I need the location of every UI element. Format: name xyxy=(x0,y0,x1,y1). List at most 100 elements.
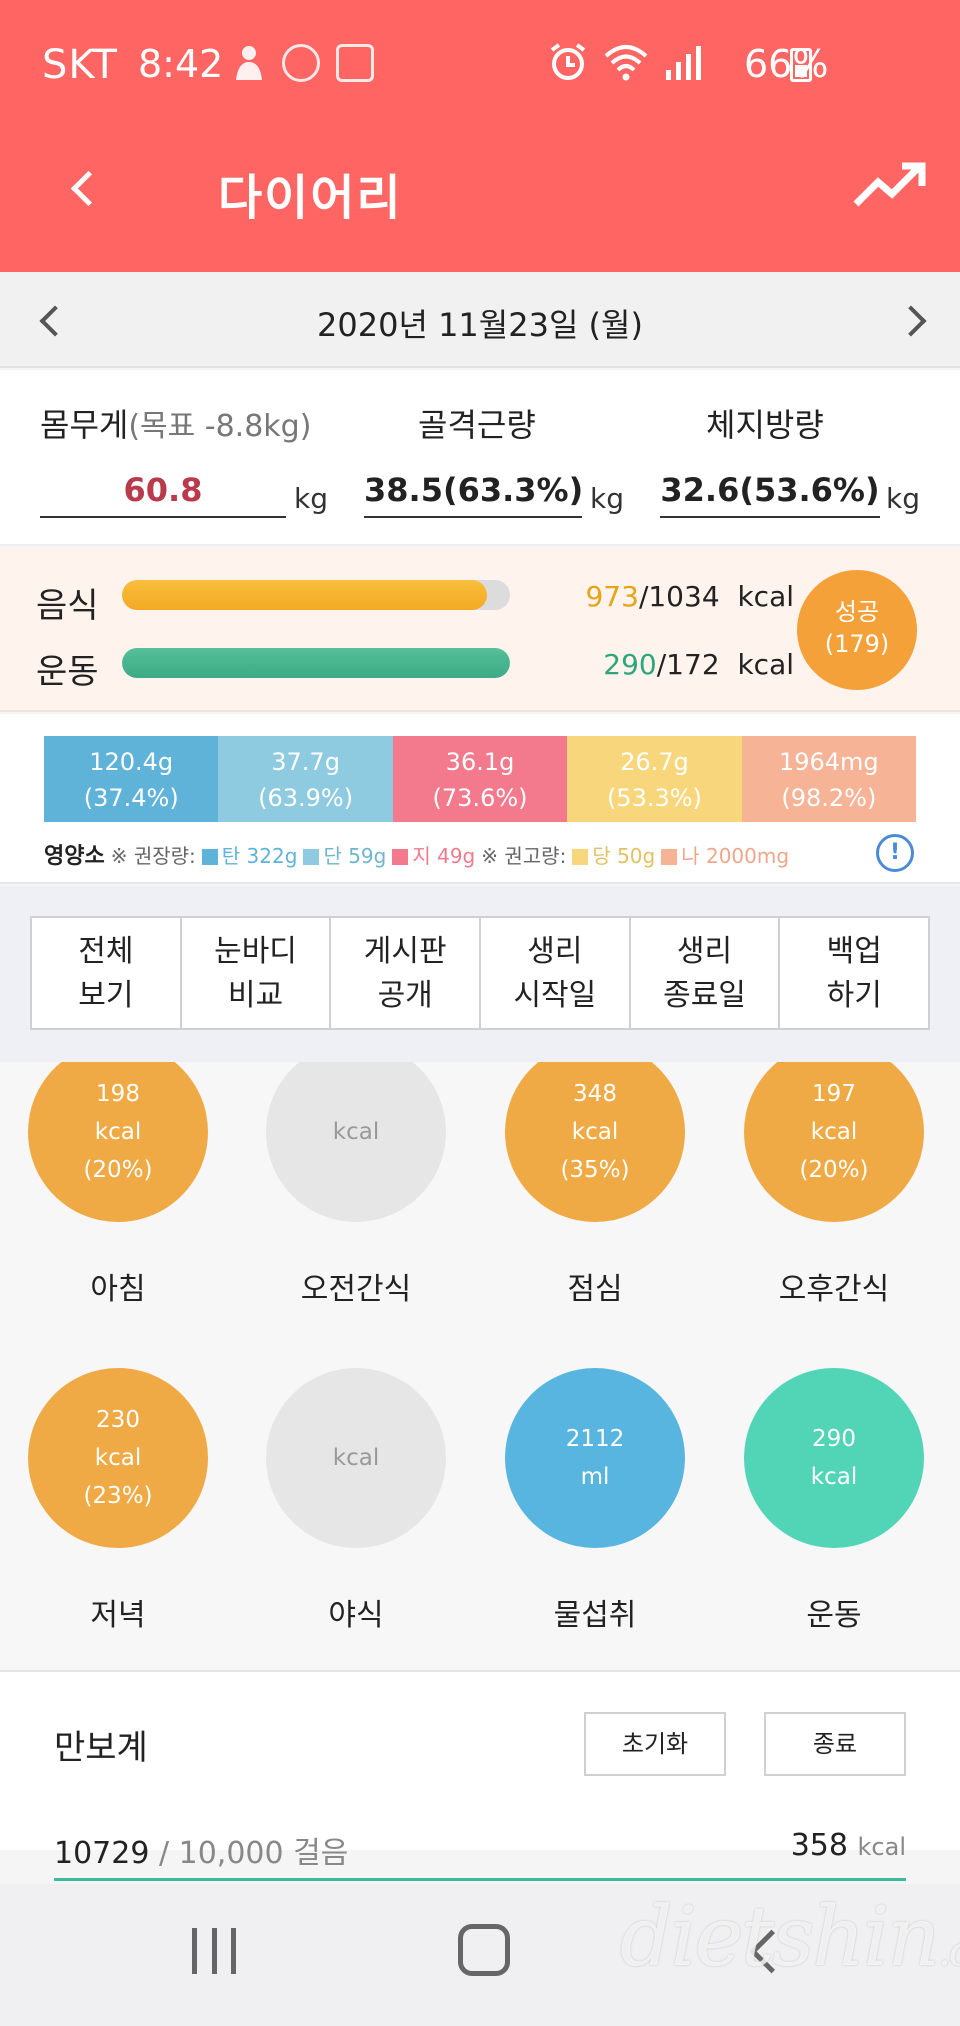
meal-circle-line: kcal xyxy=(571,1119,619,1145)
person-icon xyxy=(236,46,262,80)
weight-input[interactable]: 60.8 xyxy=(40,466,286,518)
watermark-suffix: .com xyxy=(938,1929,960,1975)
meal-circle-line: kcal xyxy=(810,1464,858,1490)
meal-circle-line: 197 xyxy=(812,1081,856,1107)
meal-item[interactable]: 290 kcal 운동 xyxy=(744,1368,924,1633)
meal-calorie-circle[interactable]: kcal xyxy=(266,1062,446,1222)
meal-item[interactable]: 197 kcal (20%) 오후간식 xyxy=(744,1062,924,1307)
meal-item[interactable]: kcal 야식 xyxy=(266,1368,446,1633)
protein-legend-text: 단 59g xyxy=(323,843,387,868)
action-tabs-section: 전체 보기 눈바디 비교 게시판 공개 생리 시작일 생리 종료일 백업 하기 xyxy=(0,886,960,1062)
date-navigator: 2020년 11월23일 (월) xyxy=(0,272,960,368)
notification-icons xyxy=(232,44,374,82)
dashin-icon xyxy=(282,44,320,82)
meal-item[interactable]: 198 kcal (20%) 아침 xyxy=(28,1062,208,1307)
meal-label: 오후간식 xyxy=(778,1272,890,1307)
success-badge[interactable]: 성공 (179) xyxy=(797,570,917,690)
next-day-button[interactable] xyxy=(894,298,934,342)
meal-circle-line: 2112 xyxy=(565,1426,625,1452)
carrier-name: SKT xyxy=(42,42,118,88)
nutrient-percent: (98.2%) xyxy=(781,784,877,812)
meal-label: 저녁 xyxy=(90,1598,146,1633)
sugar-legend-text: 당 50g xyxy=(592,843,656,868)
fat-input[interactable]: 32.6(53.6%) xyxy=(660,466,880,518)
nutrient-legend: 영양소 ※ 권장량: 탄 322g 단 59g 지 49g ※ 권고량: 당 5… xyxy=(44,838,789,870)
meal-calorie-circle[interactable]: 230 kcal (23%) xyxy=(28,1368,208,1548)
pedometer-calories-unit: kcal xyxy=(857,1833,906,1861)
meal-circle-line: kcal xyxy=(94,1445,142,1471)
step-count-value: 10729 xyxy=(54,1836,150,1871)
home-button[interactable] xyxy=(458,1924,510,1976)
body-composition: 몸무게(목표 -8.8kg) 골격근량 체지방량 60.8 kg 38.5(63… xyxy=(0,370,960,546)
meal-circle-line: 230 xyxy=(96,1407,140,1433)
pedometer: 만보계 초기화 종료 10729 / 10,000 걸음 358 kcal xyxy=(0,1670,960,1871)
status-bar: SKT 8:42 xyxy=(0,0,960,130)
nutrient-cell: 120.4g (37.4%) xyxy=(44,736,219,822)
stop-button[interactable]: 종료 xyxy=(764,1712,906,1776)
tab-period-start[interactable]: 생리 시작일 xyxy=(481,918,631,1028)
meal-circle-line: 348 xyxy=(573,1081,617,1107)
success-badge-text: 성공 xyxy=(834,598,880,626)
nutrient-percent: (63.9%) xyxy=(258,784,354,812)
nutrient-amount: 37.7g xyxy=(271,748,340,776)
meal-label: 아침 xyxy=(90,1272,146,1307)
exercise-calories-value: 290 xyxy=(603,648,657,681)
exercise-calories-goal: /172 xyxy=(656,648,720,681)
meal-grid: 198 kcal (20%) 아침 kcal 오전간식 348 kcal (35%) 점심 197 k… xyxy=(0,1062,960,1668)
tab-view-all[interactable]: 전체 보기 xyxy=(32,918,182,1028)
back-button[interactable] xyxy=(60,158,110,218)
meal-label: 점심 xyxy=(567,1272,623,1307)
protein-legend: 단 59g xyxy=(303,840,386,869)
muscle-label: 골격근량 xyxy=(418,406,536,444)
meal-circle-line: 290 xyxy=(812,1426,856,1452)
dashin-icon xyxy=(336,44,374,82)
nutrient-percent: (37.4%) xyxy=(83,784,179,812)
nutrient-amount: 26.7g xyxy=(620,748,689,776)
tab-backup[interactable]: 백업 하기 xyxy=(826,934,882,1013)
page-title: 다이어리 xyxy=(218,170,403,226)
exercise-calories-unit: kcal xyxy=(737,648,794,681)
meal-label: 물섭취 xyxy=(553,1598,637,1633)
meal-circle-line: (23%) xyxy=(83,1483,153,1509)
battery-percent: 66% xyxy=(744,42,829,86)
system-icons xyxy=(548,42,704,82)
system-navigation-bar xyxy=(0,1884,960,2026)
recent-apps-button[interactable] xyxy=(192,1928,236,1974)
meal-item[interactable]: 2112 ml 물섭취 xyxy=(505,1368,685,1633)
fat-legend: 지 49g xyxy=(392,840,475,869)
sugar-legend: 당 50g xyxy=(572,840,655,869)
meal-calorie-circle[interactable]: kcal xyxy=(266,1368,446,1548)
exercise-label: 운동 xyxy=(36,652,99,692)
muscle-input[interactable]: 38.5(63.3%) xyxy=(364,466,583,518)
meal-calorie-circle[interactable]: 197 kcal (20%) xyxy=(744,1062,924,1222)
step-goal: / 10,000 걸음 xyxy=(149,1836,349,1871)
meal-calorie-circle[interactable]: 2112 ml xyxy=(505,1368,685,1548)
current-date[interactable]: 2020년 11월23일 (월) xyxy=(317,306,643,344)
nutrient-amount: 1964mg xyxy=(778,748,879,776)
exercise-progress-bar xyxy=(122,648,510,678)
reset-button[interactable]: 초기화 xyxy=(584,1712,726,1776)
signal-icon xyxy=(666,46,701,80)
tab-board-public[interactable]: 게시판 공개 xyxy=(331,918,482,1028)
meal-calorie-circle[interactable]: 290 kcal xyxy=(744,1368,924,1548)
meal-calorie-circle[interactable]: 348 kcal (35%) xyxy=(505,1062,685,1222)
meal-circle-line: kcal xyxy=(332,1119,380,1145)
meal-circle-line: (20%) xyxy=(799,1157,869,1183)
meal-item[interactable]: 230 kcal (23%) 저녁 xyxy=(28,1368,208,1633)
muscle-unit: kg xyxy=(590,482,624,515)
info-icon[interactable]: ! xyxy=(876,834,914,872)
watermark-main: dietshin xyxy=(620,1890,940,1985)
nutrient-cell: 36.1g (73.6%) xyxy=(392,736,568,822)
trend-chart-icon[interactable] xyxy=(852,160,926,212)
meal-circle-line: ml xyxy=(580,1464,610,1490)
meal-circle-line: kcal xyxy=(332,1445,380,1471)
tab-period-end[interactable]: 생리 종료일 xyxy=(631,918,781,1028)
meal-calorie-circle[interactable]: 198 kcal (20%) xyxy=(28,1062,208,1222)
meal-item[interactable]: kcal 오전간식 xyxy=(266,1062,446,1307)
nutrient-cell: 26.7g (53.3%) xyxy=(567,736,742,822)
tab-body-compare[interactable]: 눈바디 비교 xyxy=(182,918,332,1028)
weight-unit: kg xyxy=(294,482,328,515)
status-time: 8:42 xyxy=(138,42,224,86)
step-progress-line xyxy=(54,1878,906,1881)
meal-item[interactable]: 348 kcal (35%) 점심 xyxy=(505,1062,685,1307)
